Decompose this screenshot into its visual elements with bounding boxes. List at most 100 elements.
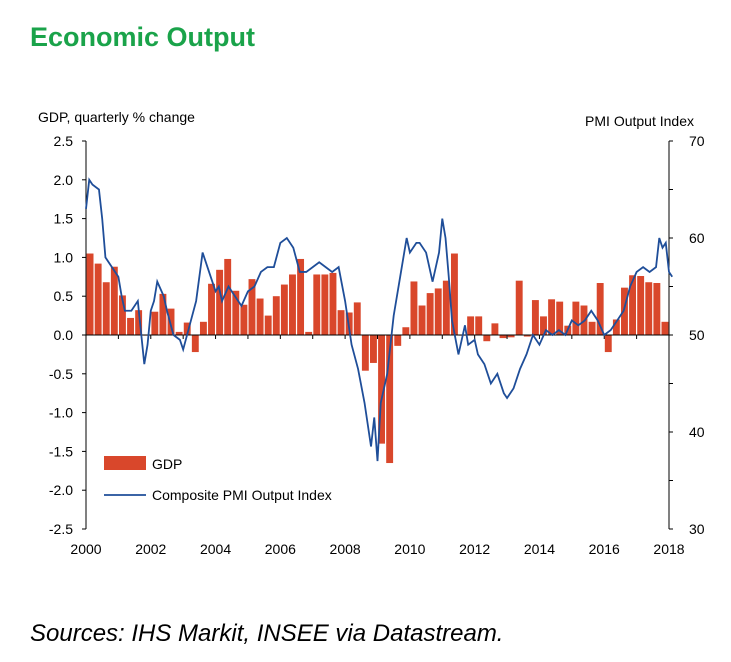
left-tick-label: 1.0	[54, 249, 74, 265]
left-tick-label: 0.0	[54, 327, 74, 343]
gdp-bar	[523, 335, 531, 337]
gdp-bar	[621, 287, 628, 335]
left-tick-label: -2.0	[49, 482, 73, 498]
legend: GDP Composite PMI Output Index	[104, 456, 332, 503]
gdp-bar	[645, 282, 653, 335]
x-tick-label: 2010	[394, 541, 425, 557]
gdp-bar	[305, 331, 313, 335]
right-tick-label: 30	[689, 521, 705, 537]
gdp-bar	[313, 274, 321, 335]
gdp-bar	[531, 300, 539, 335]
gdp-bar	[127, 317, 134, 335]
x-tick-label: 2018	[653, 541, 684, 557]
gdp-bar	[208, 283, 215, 335]
gdp-bar	[199, 321, 207, 335]
left-tick-label: -2.5	[49, 521, 73, 537]
gdp-bar	[297, 258, 305, 335]
gdp-bar	[540, 316, 547, 335]
gdp-bar	[118, 295, 126, 335]
gdp-bar	[110, 266, 118, 335]
gdp-bar	[475, 316, 483, 335]
right-axis-label: PMI Output Index	[585, 113, 694, 129]
gdp-bar	[410, 281, 418, 335]
right-tick-label: 40	[689, 424, 705, 440]
gdp-bar	[232, 290, 240, 335]
gdp-bar	[394, 335, 402, 346]
right-tick-label: 50	[689, 327, 705, 343]
gdp-bar	[572, 301, 580, 335]
right-tick-label: 70	[689, 133, 705, 149]
gdp-bar	[175, 331, 183, 335]
gdp-bar	[102, 282, 110, 335]
gdp-bar	[507, 335, 515, 338]
gdp-bar	[240, 304, 248, 335]
legend-gdp-swatch	[104, 456, 146, 470]
chart-title: Economic Output	[30, 22, 255, 52]
gdp-bar	[434, 288, 442, 335]
gdp-bar	[151, 311, 159, 335]
gdp-bar	[442, 280, 450, 335]
legend-gdp-label: GDP	[152, 456, 182, 472]
source-note: Sources: IHS Markit, INSEE via Datastrea…	[30, 620, 504, 647]
gdp-bar	[556, 301, 564, 335]
left-tick-label: -1.0	[49, 405, 73, 421]
gdp-bar	[629, 275, 637, 335]
gdp-bar	[491, 323, 499, 335]
left-tick-label: 2.0	[54, 172, 74, 188]
gdp-bar	[216, 269, 224, 335]
gdp-bar	[637, 276, 645, 335]
gdp-bar	[370, 335, 377, 363]
gdp-bar	[353, 302, 361, 335]
gdp-bar	[661, 321, 669, 335]
gdp-bar	[289, 274, 296, 335]
left-tick-label: -0.5	[49, 366, 73, 382]
gdp-bar	[94, 263, 102, 335]
left-tick-label: 2.5	[54, 133, 74, 149]
gdp-bar	[548, 299, 556, 335]
gdp-bar	[191, 335, 199, 353]
gdp-bar	[159, 293, 167, 335]
x-tick-label: 2002	[135, 541, 166, 557]
gdp-bar	[280, 284, 288, 335]
left-tick-label: 0.5	[54, 288, 74, 304]
x-tick-label: 2000	[70, 541, 101, 557]
gdp-bar	[321, 274, 329, 335]
x-tick-label: 2004	[200, 541, 231, 557]
left-tick-label: 1.5	[54, 211, 74, 227]
gdp-bar	[612, 319, 620, 335]
legend-pmi-label: Composite PMI Output Index	[152, 487, 332, 503]
gdp-bar	[604, 335, 612, 353]
gdp-bar	[337, 310, 345, 335]
gdp-bar	[329, 272, 337, 335]
gdp-bar	[135, 310, 143, 335]
gdp-bar	[499, 335, 507, 339]
gdp-bar	[183, 322, 191, 335]
right-tick-label: 60	[689, 230, 705, 246]
gdp-bar	[361, 335, 369, 371]
gdp-bar	[256, 298, 264, 335]
gdp-bar	[248, 279, 256, 335]
gdp-bar	[483, 335, 491, 342]
gdp-bar	[272, 296, 280, 335]
gdp-bar	[378, 335, 385, 444]
x-tick-label: 2012	[459, 541, 490, 557]
gdp-bar	[224, 258, 232, 335]
gdp-bar	[596, 283, 604, 335]
x-tick-label: 2014	[524, 541, 555, 557]
x-tick-label: 2006	[265, 541, 296, 557]
gdp-bar	[450, 253, 458, 335]
gdp-bar	[515, 280, 523, 335]
x-tick-label: 2008	[330, 541, 361, 557]
gdp-bar	[467, 316, 475, 335]
gdp-bar	[264, 315, 272, 335]
gdp-bar	[418, 305, 426, 335]
gdp-bar	[426, 293, 434, 335]
gdp-bars	[86, 253, 669, 464]
gdp-bar	[653, 283, 661, 335]
gdp-bar	[167, 308, 175, 335]
x-tick-label: 2016	[589, 541, 620, 557]
left-axis-label: GDP, quarterly % change	[38, 109, 195, 125]
gdp-bar	[86, 253, 94, 335]
tick-labels: 2.5 2.0 1.5 1.0 0.5 0.0 -0.5 -1.0 -1.5 -2.0 -2.5 70…	[49, 133, 705, 557]
